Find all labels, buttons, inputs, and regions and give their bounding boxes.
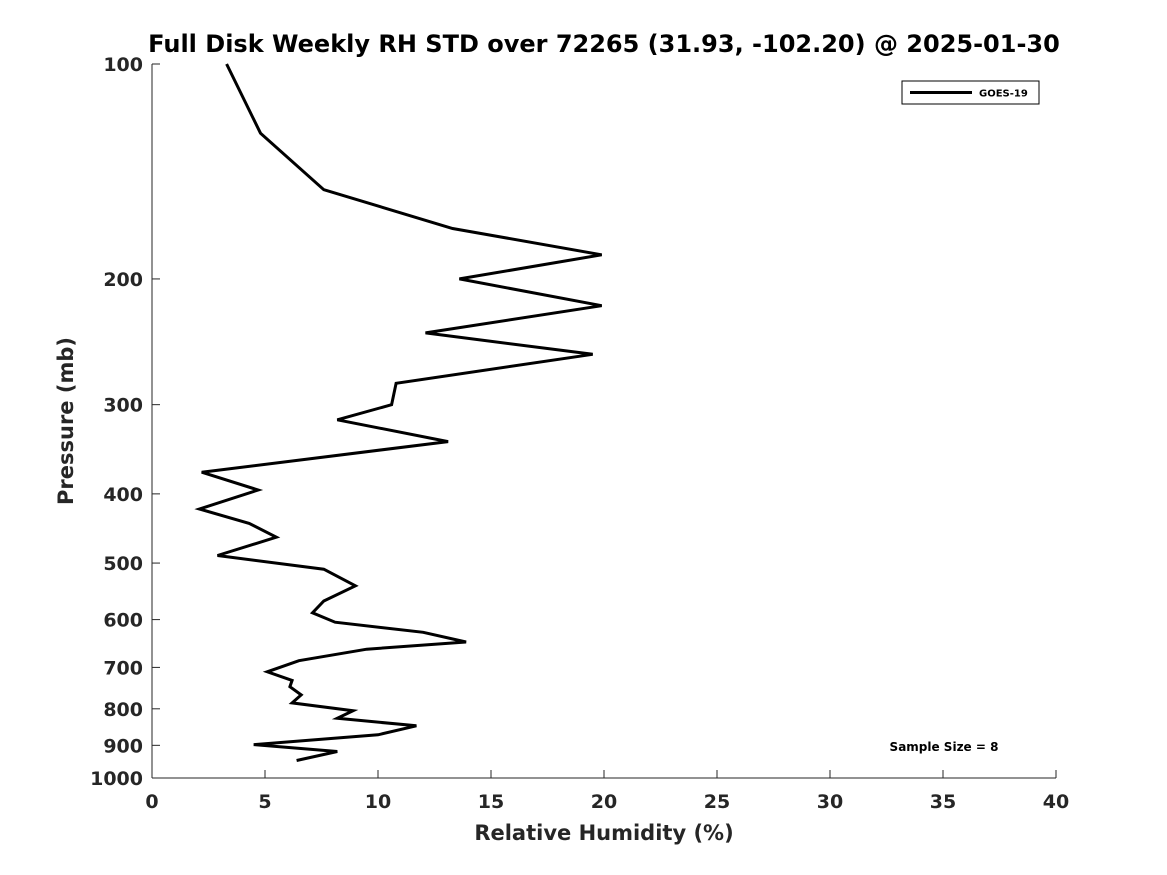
axes [151,64,1056,779]
sample-size-annotation: Sample Size = 8 [890,740,999,754]
x-ticks: 0 5 10 15 20 25 30 35 40 [145,770,1069,813]
x-tick-label: 30 [817,791,843,813]
x-tick-label: 35 [930,791,956,813]
x-tick-label: 20 [591,791,617,813]
y-tick-label: 400 [103,484,143,506]
legend: GOES-19 [901,80,1040,105]
x-axis-label: Relative Humidity (%) [474,821,733,845]
x-tick-label: 25 [704,791,730,813]
legend-label-goes-19: GOES-19 [979,89,1028,100]
y-ticks: 100 200 300 400 500 600 700 800 900 1000 [90,54,160,790]
y-tick-label: 500 [103,553,143,575]
y-tick-label: 100 [103,54,143,76]
y-tick-label: 600 [103,610,143,632]
y-tick-label: 200 [103,269,143,291]
series-line-goes-19 [194,63,602,762]
y-tick-label: 1000 [90,768,143,790]
x-tick-label: 0 [145,791,158,813]
x-tick-label: 10 [365,791,391,813]
x-tick-label: 40 [1043,791,1069,813]
y-tick-label: 700 [103,657,143,679]
x-tick-label: 5 [258,791,271,813]
y-tick-label: 800 [103,699,143,721]
chart-title: Full Disk Weekly RH STD over 72265 (31.9… [148,30,1060,58]
y-tick-label: 300 [103,395,143,417]
y-tick-label: 900 [103,735,143,757]
series-layer [194,63,602,762]
x-tick-label: 15 [478,791,504,813]
y-axis-label: Pressure (mb) [54,337,78,505]
